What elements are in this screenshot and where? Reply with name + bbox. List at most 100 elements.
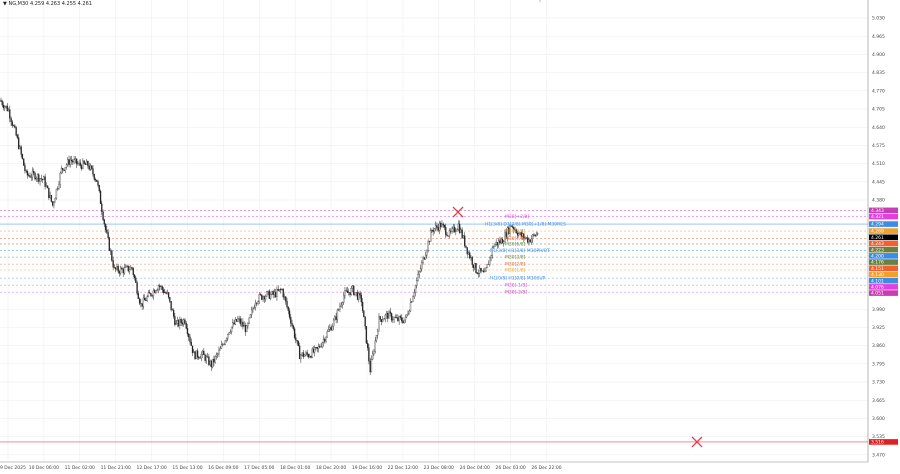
price-axis[interactable]: 5.030 4.965 4.900 4.835 4.770 4.705 4.640 4.575… bbox=[872, 16, 885, 459]
price-tag-value: 4.051 bbox=[871, 291, 884, 297]
candle-body bbox=[457, 223, 460, 230]
candle-body bbox=[36, 174, 39, 179]
candle-body bbox=[408, 310, 410, 315]
price-tick: 3.860 bbox=[872, 343, 885, 349]
candle-body bbox=[393, 317, 395, 320]
candle-body bbox=[78, 162, 80, 164]
candle-body bbox=[461, 229, 463, 238]
candle-body bbox=[314, 347, 316, 353]
candle-body bbox=[361, 301, 364, 311]
time-axis[interactable]: 9 Dec 2025 10 Dec 06:00 11 Dec 02:00 11 Dec… bbox=[0, 465, 562, 471]
price-tag-value: 4.223 bbox=[871, 247, 884, 253]
price-tag bbox=[869, 246, 898, 253]
candle-body bbox=[246, 325, 248, 333]
candle-body bbox=[41, 178, 44, 180]
candle-body bbox=[310, 356, 312, 358]
candle-body bbox=[125, 266, 127, 268]
price-tag bbox=[869, 271, 898, 278]
candle-body bbox=[159, 285, 161, 288]
candle-body bbox=[29, 175, 31, 178]
candle-body bbox=[261, 294, 263, 300]
candle-body bbox=[23, 158, 25, 166]
candle-body bbox=[341, 302, 344, 306]
candle-body bbox=[241, 321, 243, 325]
candle-body bbox=[423, 257, 425, 260]
candle-body bbox=[233, 322, 235, 325]
triangle-down-icon[interactable]: ▼ bbox=[3, 1, 7, 7]
price-tick: 4.900 bbox=[872, 52, 885, 58]
price-tag-value: 4.200 bbox=[871, 253, 884, 259]
candle-body bbox=[219, 348, 221, 351]
price-tick: 3.925 bbox=[872, 325, 885, 331]
candle-body bbox=[172, 310, 175, 317]
price-tag bbox=[869, 213, 898, 220]
candle-body bbox=[98, 185, 100, 192]
candle-body bbox=[175, 323, 177, 325]
price-tag bbox=[869, 290, 898, 296]
grid bbox=[0, 0, 868, 462]
candle-body bbox=[485, 267, 487, 272]
candle-body bbox=[441, 223, 443, 228]
candle-body bbox=[15, 127, 17, 136]
candle-body bbox=[496, 242, 499, 246]
candle-body bbox=[121, 267, 123, 270]
candle-body bbox=[402, 320, 404, 324]
candle-body bbox=[212, 358, 214, 368]
candle-body bbox=[244, 325, 247, 333]
candle-body bbox=[480, 267, 482, 272]
candle-body bbox=[38, 174, 40, 182]
time-tick: 12 Dec 17:00 bbox=[136, 465, 166, 471]
candle-body bbox=[329, 327, 331, 330]
candle-body bbox=[472, 264, 475, 268]
candle-body bbox=[149, 292, 151, 294]
candle-body bbox=[146, 296, 148, 301]
candle-body bbox=[450, 230, 452, 232]
candle-body bbox=[60, 168, 63, 174]
candle-body bbox=[122, 268, 124, 274]
candle-body bbox=[16, 135, 19, 138]
candle-body bbox=[5, 105, 7, 107]
level-label: M30[2/8] bbox=[505, 262, 526, 268]
candle-body bbox=[379, 316, 381, 320]
candle-body bbox=[442, 223, 444, 226]
candle-body bbox=[115, 267, 117, 270]
price-tick: 3.535 bbox=[872, 434, 885, 440]
candle-body bbox=[513, 227, 515, 230]
candle-body bbox=[529, 239, 531, 243]
candle-body bbox=[380, 319, 383, 322]
level-label: M30[-2/8] bbox=[505, 290, 527, 296]
candle-body bbox=[26, 171, 29, 176]
price-tag-value: 4.101 bbox=[871, 278, 884, 284]
candle-body bbox=[384, 314, 386, 319]
time-tick: 15 Dec 13:00 bbox=[172, 465, 202, 471]
candle-body bbox=[326, 331, 328, 338]
candle-body bbox=[120, 267, 122, 274]
candle-body bbox=[484, 270, 486, 273]
candle-body bbox=[266, 291, 268, 297]
candle-body bbox=[319, 346, 321, 348]
level-label: M30[7/8] bbox=[505, 236, 526, 242]
time-tick: 11 Dec 02:00 bbox=[65, 465, 95, 471]
candle-body bbox=[228, 332, 230, 335]
candle-body bbox=[495, 242, 497, 245]
candle-body bbox=[366, 343, 369, 348]
candle-body bbox=[156, 289, 158, 292]
candle-body bbox=[44, 176, 46, 187]
candle-body bbox=[336, 309, 339, 320]
candle-body bbox=[189, 336, 191, 343]
candle-body bbox=[327, 329, 330, 332]
candle-body bbox=[273, 291, 276, 295]
price-tick: 4.575 bbox=[872, 143, 885, 149]
candle-body bbox=[302, 352, 305, 357]
time-tick: 19 Dec 16:00 bbox=[352, 465, 382, 471]
candle-body bbox=[501, 238, 504, 244]
candle-body bbox=[43, 176, 45, 180]
candle-body bbox=[412, 296, 414, 302]
candle-body bbox=[73, 159, 75, 163]
candle-body bbox=[102, 211, 104, 220]
candle-body bbox=[58, 184, 60, 189]
candle-body bbox=[377, 330, 379, 336]
time-tick: 16 Dec 09:00 bbox=[208, 465, 238, 471]
candle-body bbox=[248, 317, 250, 324]
